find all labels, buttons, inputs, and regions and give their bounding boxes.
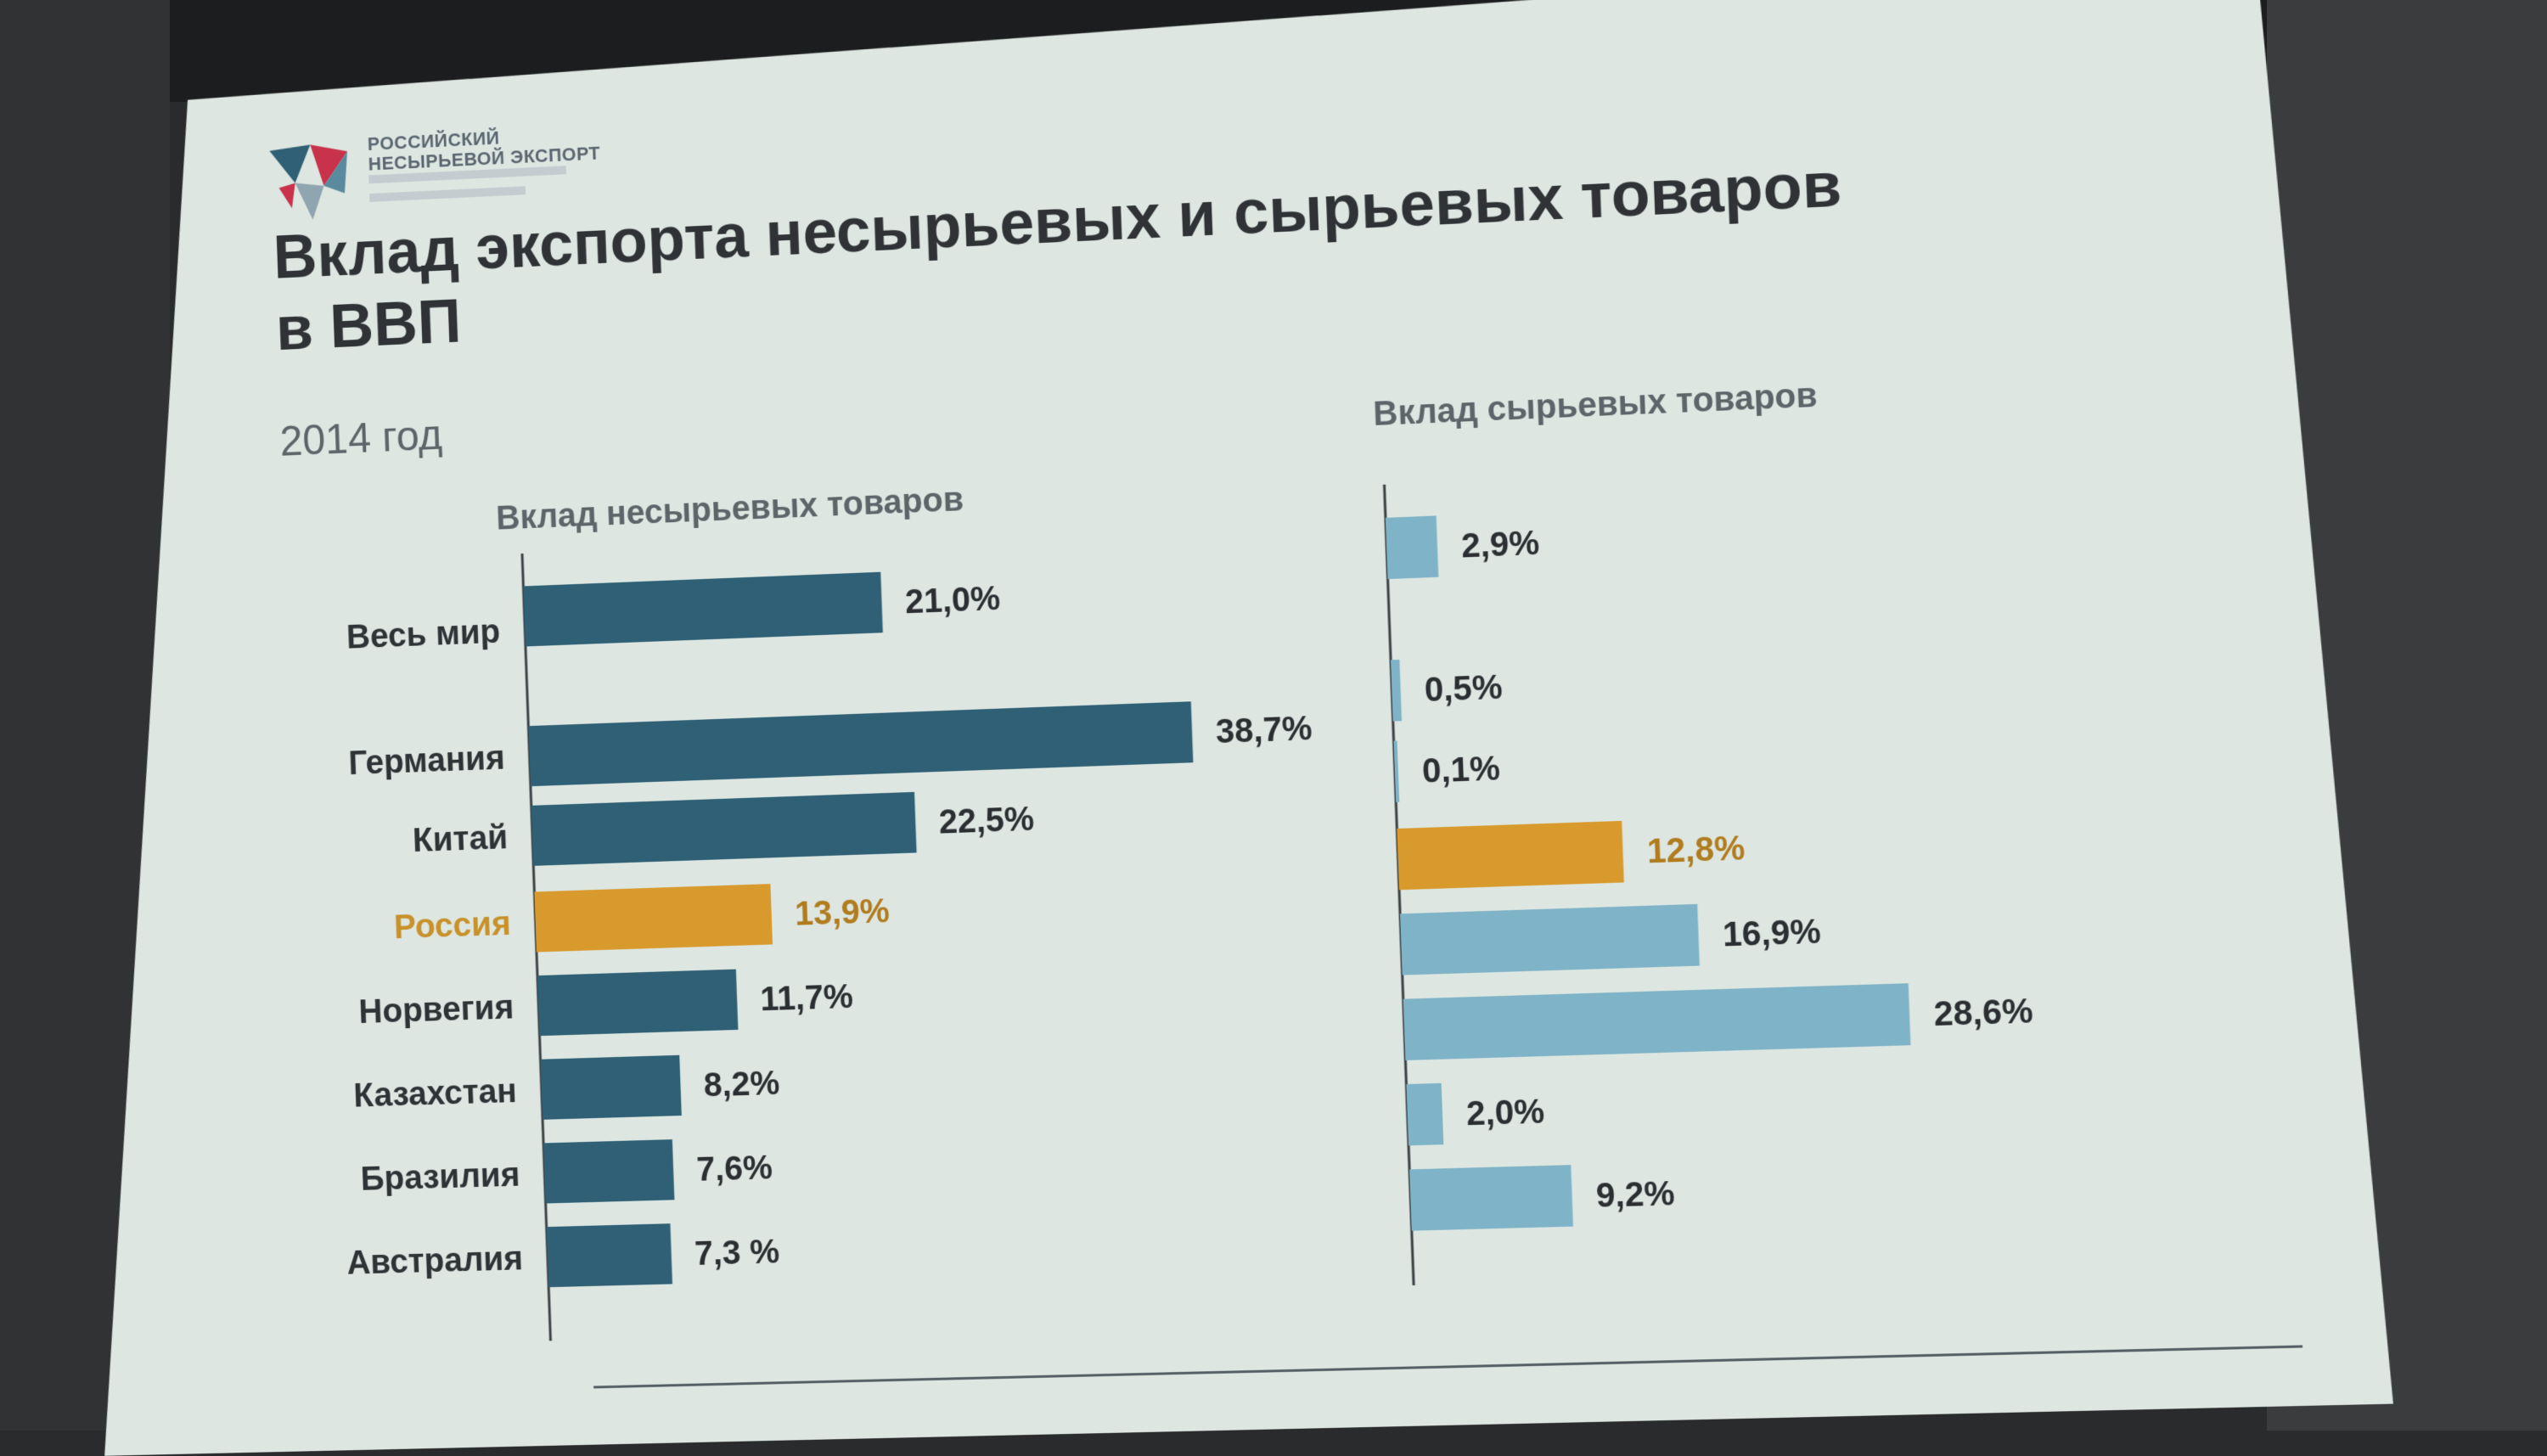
left-bar-world — [523, 572, 882, 647]
left-value-label-world: 21,0% — [904, 580, 1001, 621]
left-value-label-kazakhstan: 8,2% — [703, 1065, 780, 1105]
right-bar-brazil — [1406, 1083, 1443, 1145]
right-bar-australia — [1409, 1165, 1573, 1231]
slide-subtitle: 2014 год — [279, 410, 443, 465]
left-category-label-australia: Австралия — [346, 1240, 524, 1281]
left-category-label-world: Весь мир — [346, 613, 501, 656]
right-bar-norway — [1400, 904, 1700, 975]
right-value-label-norway: 16,9% — [1722, 913, 1821, 954]
left-value-label-germany: 38,7% — [1215, 710, 1313, 751]
right-bar-kazakhstan — [1403, 983, 1911, 1060]
left-category-label-russia: Россия — [393, 905, 511, 946]
left-value-label-norway: 11,7% — [760, 978, 854, 1019]
right-value-label-brazil: 2,0% — [1465, 1093, 1545, 1133]
left-category-label-china: Китай — [412, 818, 508, 859]
left-bar-germany — [528, 701, 1193, 786]
left-category-label-norway: Норвегия — [358, 988, 514, 1031]
left-value-label-brazil: 7,6% — [696, 1149, 773, 1189]
right-bar-russia — [1397, 821, 1623, 890]
right-value-label-russia: 12,8% — [1646, 829, 1746, 871]
right-value-label-china: 0,1% — [1421, 750, 1500, 790]
left-value-label-russia: 13,9% — [794, 892, 890, 933]
right-value-label-kazakhstan: 28,6% — [1933, 992, 2033, 1033]
right-bar-world — [1386, 515, 1438, 579]
right-value-label-germany: 0,5% — [1424, 668, 1503, 709]
right-value-label-world: 2,9% — [1460, 524, 1540, 565]
presentation-slide: РОССИЙСКИЙ НЕСЫРЬЕВОЙ ЭКСПОРТ Вклад эксп… — [54, 0, 2393, 1456]
left-value-label-australia: 7,3 % — [694, 1233, 780, 1273]
left-bar-russia — [534, 884, 773, 952]
left-category-label-germany: Германия — [348, 739, 505, 783]
left-category-label-brazil: Бразилия — [360, 1156, 520, 1198]
left-category-label-kazakhstan: Казахстан — [353, 1072, 518, 1115]
logo-faint-line-2 — [369, 186, 526, 202]
left-bar-brazil — [543, 1139, 674, 1203]
right-chart-title: Вклад сырьевых товаров — [1373, 376, 1819, 434]
non-raw-goods-chart: 21,0% Весь мир 38,7% Германия 22,5% Китай 13,9… — [259, 503, 1374, 1380]
left-bar-norway — [537, 970, 738, 1037]
left-bar-kazakhstan — [541, 1055, 682, 1120]
raw-goods-chart: 2,9% 0,5% 0,1% 12,8% 16,9% 28,6% 2,0% 9,2% — [1333, 434, 2230, 1321]
right-value-label-australia: 9,2% — [1595, 1174, 1675, 1214]
left-bar-australia — [547, 1223, 672, 1287]
logo-mark-icon — [261, 134, 362, 231]
left-bar-china — [531, 792, 917, 866]
left-value-label-china: 22,5% — [938, 800, 1035, 840]
